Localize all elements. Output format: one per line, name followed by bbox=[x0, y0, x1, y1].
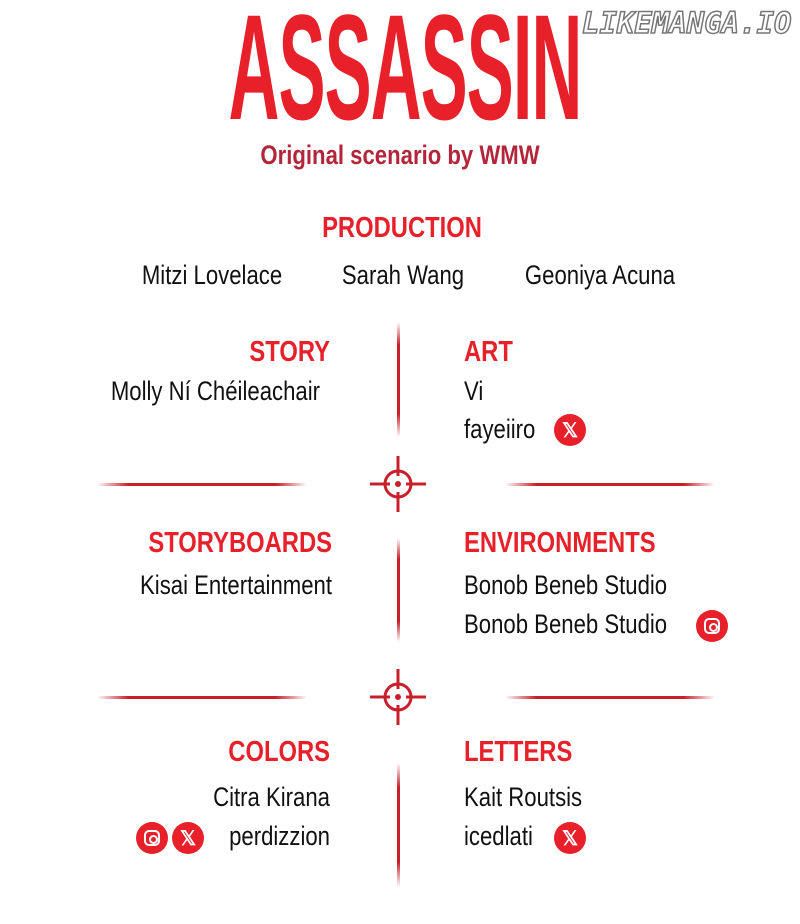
divider-vertical bbox=[397, 322, 400, 437]
divider-horizontal bbox=[97, 696, 307, 699]
x-icon[interactable]: 𝕏 bbox=[172, 822, 204, 854]
production-name: Mitzi Lovelace bbox=[141, 260, 283, 290]
x-icon[interactable]: 𝕏 bbox=[554, 414, 586, 446]
divider-horizontal bbox=[505, 696, 715, 699]
environments-label: ENVIRONMENTS bbox=[464, 527, 656, 559]
divider-vertical bbox=[397, 538, 400, 642]
art-name: Vi bbox=[464, 376, 484, 406]
production-name: Geoniya Acuna bbox=[524, 260, 676, 290]
title-top: ACCIDENTAL bbox=[183, 0, 628, 8]
environments-name: Bonob Beneb Studio bbox=[464, 609, 668, 639]
letters-name: icedlati bbox=[464, 821, 533, 851]
divider-vertical bbox=[397, 763, 400, 887]
colors-name: Citra Kirana bbox=[213, 782, 330, 812]
production-label: PRODUCTION bbox=[322, 212, 482, 244]
x-icon[interactable]: 𝕏 bbox=[554, 822, 586, 854]
title: ASSASSIN bbox=[228, 0, 583, 151]
letters-name: Kait Routsis bbox=[464, 782, 583, 812]
art-label: ART bbox=[464, 336, 513, 368]
divider-horizontal bbox=[505, 483, 715, 486]
storyboards-label: STORYBOARDS bbox=[148, 527, 332, 559]
divider-horizontal bbox=[97, 483, 307, 486]
crosshair-icon bbox=[370, 456, 426, 512]
production-name: Sarah Wang bbox=[341, 260, 465, 290]
watermark: LIKEMANGA.IO bbox=[581, 5, 792, 41]
colors-label: COLORS bbox=[228, 736, 330, 768]
story-name: Molly Ní Chéileachair bbox=[110, 376, 320, 406]
crosshair-icon bbox=[370, 669, 426, 725]
instagram-icon[interactable] bbox=[696, 610, 728, 642]
title-top-clip: ACCIDENTAL bbox=[0, 0, 800, 8]
environments-name: Bonob Beneb Studio bbox=[464, 570, 668, 600]
storyboards-name: Kisai Entertainment bbox=[140, 570, 332, 600]
subtitle: Original scenario by WMW bbox=[260, 140, 540, 170]
story-label: STORY bbox=[249, 336, 330, 368]
art-name: fayeiiro bbox=[464, 414, 536, 444]
letters-label: LETTERS bbox=[464, 736, 573, 768]
colors-name: perdizzion bbox=[229, 821, 330, 851]
instagram-icon[interactable] bbox=[136, 822, 168, 854]
